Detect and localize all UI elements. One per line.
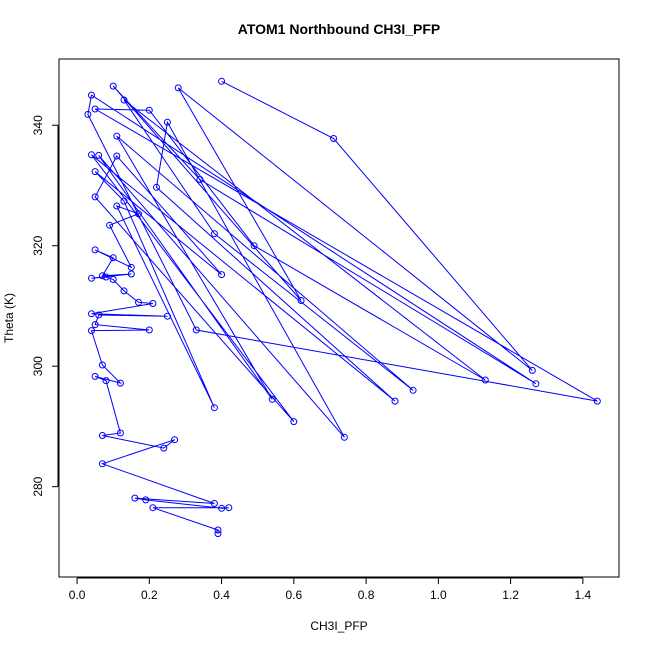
data-point	[95, 311, 103, 319]
data-point	[91, 193, 99, 201]
data-point	[106, 221, 114, 229]
data-point	[528, 366, 536, 374]
data-point	[88, 310, 95, 318]
data-point	[481, 376, 489, 384]
data-point	[268, 395, 276, 403]
x-tick-label: 0.4	[213, 588, 230, 602]
data-point	[98, 432, 106, 439]
data-point	[84, 110, 92, 118]
series-line	[87, 80, 598, 534]
data-point	[102, 273, 110, 281]
data-point	[409, 386, 417, 394]
data-point	[98, 361, 106, 369]
data-point	[91, 372, 99, 380]
data-point	[532, 380, 540, 388]
data-point	[330, 135, 338, 142]
data-point	[218, 77, 226, 85]
data-point	[192, 326, 200, 334]
x-tick-label: 0.2	[141, 588, 158, 602]
data-point	[160, 444, 168, 452]
data-point	[116, 379, 124, 387]
data-point	[127, 263, 135, 271]
data-point	[225, 504, 233, 512]
data-point	[149, 300, 157, 307]
data-point	[88, 91, 95, 99]
x-tick-label: 0.6	[285, 588, 302, 602]
data-point	[145, 326, 153, 334]
data-point	[91, 321, 99, 329]
data-point	[109, 276, 117, 283]
data-point	[163, 312, 171, 320]
data-point	[102, 377, 110, 385]
x-tick-label: 1.4	[575, 588, 592, 602]
data-point	[153, 183, 160, 191]
chart-title: ATOM1 Northbound CH3I_PFP	[238, 21, 440, 37]
x-tick-label: 1.0	[430, 588, 447, 602]
data-point	[88, 327, 95, 335]
data-point	[98, 460, 106, 468]
data-point	[214, 530, 222, 538]
data-point	[120, 287, 128, 295]
y-axis-label: Theta (K)	[2, 293, 16, 343]
y-tick-label: 320	[31, 235, 45, 255]
x-axis: 0.0 0.2 0.4 0.6 0.8 1.0 1.2 1.4	[69, 577, 592, 602]
data-point	[88, 151, 95, 159]
data-point	[91, 168, 99, 176]
data-point	[290, 418, 298, 426]
data-point	[340, 433, 348, 441]
data-point	[88, 274, 95, 282]
x-tick-label: 0.0	[69, 588, 86, 602]
data-point	[171, 436, 179, 444]
data-point	[218, 271, 226, 279]
data-point	[113, 132, 121, 140]
data-point	[120, 197, 128, 205]
plot-frame	[58, 58, 620, 578]
y-axis: 280 300 320 340	[31, 115, 59, 497]
data-point	[109, 254, 117, 262]
data-point	[210, 500, 218, 507]
data-point	[214, 526, 222, 534]
y-tick-label: 300	[31, 356, 45, 376]
data-point	[250, 242, 258, 250]
y-tick-label: 280	[31, 476, 45, 496]
data-point	[149, 504, 157, 512]
data-point	[95, 151, 103, 159]
data-point	[91, 246, 99, 254]
data-point	[98, 272, 106, 280]
x-axis-label: CH3I_PFP	[310, 619, 367, 633]
data-point	[210, 230, 218, 238]
data-point	[116, 429, 124, 437]
data-point	[120, 96, 128, 104]
data-point	[142, 496, 150, 504]
data-point	[196, 176, 204, 183]
data-point	[109, 82, 117, 90]
data-point	[127, 270, 135, 278]
data-point	[145, 106, 153, 114]
data-point	[391, 397, 399, 405]
data-point	[593, 397, 601, 405]
data-point	[131, 494, 139, 502]
series-group	[84, 77, 601, 538]
data-point	[297, 297, 305, 304]
data-point	[135, 298, 142, 306]
x-tick-label: 0.8	[358, 588, 375, 602]
x-tick-label: 1.2	[502, 588, 519, 602]
data-point	[210, 404, 218, 412]
data-point	[91, 105, 99, 113]
data-point	[113, 202, 121, 210]
data-point	[218, 504, 226, 512]
data-point	[135, 210, 142, 218]
data-point	[113, 152, 121, 160]
y-tick-label: 340	[31, 115, 45, 135]
data-point	[174, 84, 182, 92]
data-point	[163, 118, 171, 126]
